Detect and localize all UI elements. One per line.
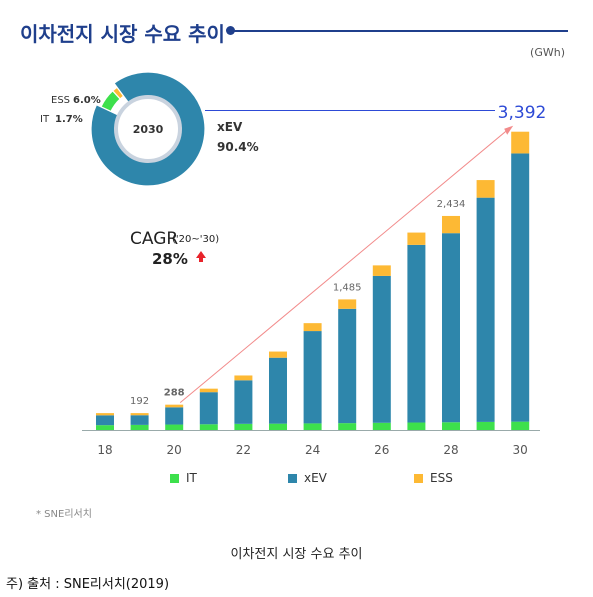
data-label: 1,485	[333, 282, 362, 293]
bar-it-2024	[303, 423, 322, 430]
x-axis: 18 20 22 24 26 28 30	[82, 430, 540, 457]
x-tick-label: 30	[513, 443, 528, 457]
bar-xev-2021	[199, 392, 218, 425]
up-arrow-icon	[196, 251, 206, 262]
bar-it-2020	[165, 424, 184, 430]
bar-it-2028	[442, 422, 460, 430]
bar-ess-2028	[442, 215, 460, 234]
legend-label-it: IT	[186, 471, 197, 485]
legend-label-xev: xEV	[304, 471, 327, 485]
donut-label-value: 6.0%	[73, 95, 101, 106]
bar-xev-2026	[372, 275, 391, 423]
x-tick-label: 20	[167, 443, 182, 457]
donut-label-xev-name: xEV	[217, 120, 243, 134]
bar-ess-2027	[407, 232, 426, 245]
bar-ess-2029	[476, 180, 495, 198]
cagr-period: ('20~'30)	[172, 234, 219, 245]
bar-it-2027	[407, 422, 426, 430]
donut-label-it: IT 1.7%	[40, 114, 83, 125]
donut-center-label: 2030	[133, 123, 164, 136]
x-tick-label: 24	[305, 443, 320, 457]
cagr-trend-line	[179, 127, 511, 404]
x-tick-label: 22	[236, 443, 251, 457]
bar-ess-2022	[234, 375, 253, 381]
bar-ess-2019	[130, 413, 149, 416]
bar-xev-2028	[442, 233, 460, 423]
data-labels: 192 288 1,485 2,434	[130, 199, 465, 407]
legend-swatch-xev	[288, 473, 297, 483]
donut-label-value: 1.7%	[55, 114, 83, 125]
bar-xev-2024	[303, 331, 322, 424]
title-rule	[232, 30, 568, 32]
legend-item-it: IT	[170, 471, 197, 485]
donut-label-xev-value: 90.4%	[217, 140, 259, 154]
bar-chart	[96, 131, 530, 430]
legend-swatch-it	[170, 473, 179, 483]
trend-arrowhead	[504, 125, 514, 135]
source-note: * SNE리서치	[36, 509, 92, 520]
chart-title: 이차전지 시장 수요 추이	[20, 22, 225, 46]
legend-item-xev: xEV	[288, 471, 327, 485]
bar-it-2029	[476, 421, 495, 430]
bar-ess-2023	[269, 351, 287, 358]
legend-item-ess: ESS	[414, 471, 453, 485]
bar-xev-2019	[130, 415, 149, 425]
annotations: 3,392 CAGR('20~'30) 28%	[130, 103, 547, 404]
bar-it-2025	[338, 423, 357, 430]
data-label: 2,434	[437, 199, 466, 210]
donut-label-name: IT	[40, 114, 50, 125]
bar-ess-2020	[165, 404, 184, 408]
x-tick-label: 18	[97, 443, 112, 457]
data-label: 288	[164, 388, 185, 399]
bar-xev-2027	[407, 244, 426, 423]
bar-ess-2021	[199, 388, 218, 393]
bar-xev-2018	[96, 415, 114, 426]
footnote: 주) 출처 : SNE리서치(2019)	[6, 577, 170, 592]
bar-it-2021	[199, 424, 218, 430]
bar-it-2030	[511, 421, 530, 430]
cagr-label: CAGR	[130, 229, 178, 249]
unit-label: (GWh)	[530, 46, 565, 59]
bar-it-2019	[130, 424, 149, 430]
donut-center	[114, 95, 182, 163]
bar-xev-2030	[511, 153, 530, 422]
x-tick-label: 26	[374, 443, 389, 457]
figure-caption: 이차전지 시장 수요 추이	[230, 547, 363, 562]
donut-label-name: ESS	[51, 95, 70, 106]
bar-ess-2024	[303, 323, 322, 332]
bar-xev-2029	[476, 197, 495, 422]
bar-xev-2025	[338, 308, 357, 424]
legend-swatch-ess	[414, 473, 423, 483]
highlight-2030-value: 3,392	[498, 103, 547, 123]
legend: IT xEV ESS	[0, 471, 593, 491]
data-label: 192	[130, 396, 149, 407]
bar-xev-2020	[165, 407, 184, 425]
bar-it-2026	[372, 422, 391, 430]
bar-it-2022	[234, 423, 253, 430]
bar-ess-2026	[372, 265, 391, 276]
bar-xev-2023	[269, 357, 287, 424]
bar-ess-2025	[338, 299, 357, 309]
bar-ess-2030	[511, 131, 530, 154]
bar-ess-2018	[96, 413, 114, 416]
bar-it-2023	[269, 423, 287, 430]
x-tick-label: 28	[443, 443, 458, 457]
title-dot	[226, 26, 235, 35]
legend-label-ess: ESS	[430, 471, 453, 485]
cagr-value: 28%	[152, 250, 188, 268]
bar-it-2018	[96, 425, 114, 430]
donut-label-ess: ESS 6.0%	[51, 95, 101, 106]
bar-xev-2022	[234, 380, 253, 424]
